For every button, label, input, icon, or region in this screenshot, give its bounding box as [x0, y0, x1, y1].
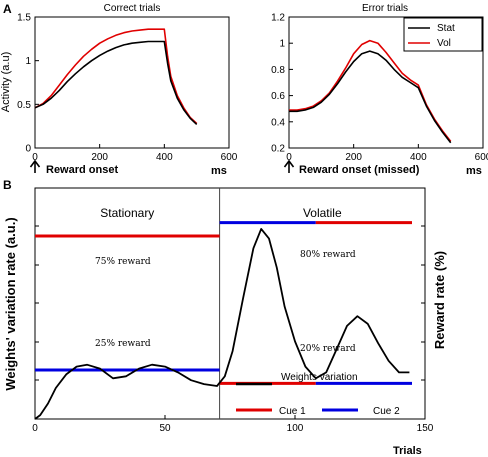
x-axis-label-correct: ms [211, 165, 227, 177]
x-axis-label-trials: Trials [393, 445, 422, 457]
y-tick-label: 1.2 [271, 13, 285, 24]
x-tick-label: 400 [156, 152, 173, 163]
reward-label-25: 25% reward [95, 339, 151, 349]
legend-label-cue2: Cue 2 [373, 406, 400, 417]
y-axis-label-weights: Weights' variation rate (a.u.) [3, 217, 18, 390]
x-tick-label: 200 [91, 152, 108, 163]
chart-title-correct: Correct trials [104, 3, 161, 14]
series-line-vol [34, 28, 198, 125]
x-tick-label: 50 [159, 423, 171, 434]
chart-weights-variation: 0 50 100 150 Stationary Volatile 75% reward… [3, 187, 447, 457]
legend-b: Weights variation Cue 1 Cue 2 [236, 372, 400, 417]
x-tick-label: 0 [32, 423, 38, 434]
reward-label-75: 75% reward [95, 257, 151, 267]
x-tick-label: 0 [32, 152, 38, 163]
y-tick-label: 1 [279, 39, 285, 50]
x-tick-label: 150 [417, 423, 434, 434]
x-tick-label: 100 [287, 423, 304, 434]
reward-label-20: 20% reward [300, 344, 356, 354]
up-arrow-icon [29, 159, 41, 173]
series-line-vol [289, 39, 452, 142]
region-label-stationary: Stationary [100, 206, 154, 220]
plot-frame-error [288, 16, 484, 149]
x-tick-label: 200 [345, 152, 362, 163]
y-tick-label: 0.6 [271, 91, 285, 102]
plot-frame-correct [34, 16, 230, 149]
x-tick-label: 0 [286, 152, 292, 163]
reward-label-80: 80% reward [300, 250, 356, 260]
y-tick-label: 0.8 [271, 65, 285, 76]
legend-error: Stat Vol [403, 17, 483, 52]
panel-label-a: A [3, 2, 12, 16]
x-axis-label-error: ms [466, 165, 482, 177]
region-label-volatile: Volatile [303, 206, 342, 220]
x-tick-label: 600 [475, 152, 488, 163]
y-tick-label: 0.5 [17, 100, 31, 111]
series-line-weights-variation [34, 227, 410, 420]
chart-title-error: Error trials [362, 3, 408, 14]
y-tick-label: 1 [25, 56, 31, 67]
x-tick-label: 600 [221, 152, 238, 163]
legend-box [403, 17, 483, 52]
panel-label-b: B [3, 178, 12, 192]
legend-label-weights: Weights variation [281, 372, 358, 383]
series-line-stat [34, 40, 198, 125]
annotation-reward-onset-missed: Reward onset (missed) [299, 164, 420, 176]
legend-label-stat: Stat [437, 23, 455, 34]
y-tick-label: 0 [25, 144, 31, 155]
legend-label-vol: Vol [437, 38, 451, 49]
legend-label-cue1: Cue 1 [279, 406, 306, 417]
y-axis-label-reward-rate: Reward rate (%) [432, 251, 447, 349]
series-line-stat [289, 50, 452, 144]
up-arrow-icon [283, 159, 295, 173]
chart-correct-trials: Correct trials 0 0.5 1 1.5 0 200 400 600 Activ… [0, 3, 238, 177]
x-tick-label: 400 [410, 152, 427, 163]
y-tick-label: 1.5 [17, 13, 31, 24]
y-tick-label: 0.2 [271, 144, 285, 155]
chart-error-trials: Error trials 0.2 0.4 0.6 0.8 1 1.2 0 200 400 600… [271, 3, 488, 177]
annotation-reward-onset: Reward onset [46, 164, 118, 176]
y-axis-label-correct: Activity (a.u) [0, 52, 12, 113]
y-tick-label: 0.4 [271, 117, 285, 128]
